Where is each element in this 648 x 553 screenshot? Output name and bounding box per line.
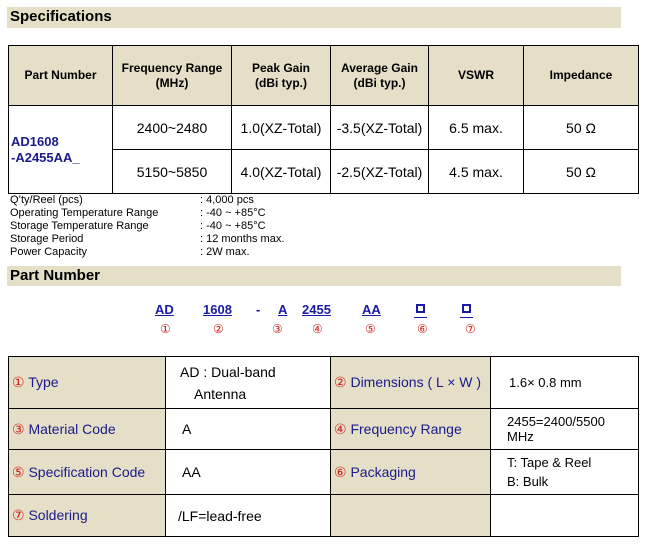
code-spec: AA: [362, 302, 381, 317]
freq-cell: 2400~2480: [112, 105, 232, 150]
detail-label: Q’ty/Reel (pcs): [10, 194, 83, 206]
peak-gain-cell: 1.0(XZ-Total): [231, 105, 331, 150]
vswr-cell: 6.5 max.: [428, 105, 524, 150]
detail-value: : 12 months max.: [200, 233, 285, 245]
code-size: 1608: [203, 302, 232, 317]
table-row: AD1608 -A2455AA_ 2400~2480 1.0(XZ-Total) …: [8, 105, 639, 194]
code-dash: -: [256, 302, 261, 317]
empty-key-cell: [330, 494, 491, 537]
circle-number: ⑥: [417, 322, 428, 336]
detail-storage-temp: Storage Temperature Range : -40 ~ +85°C: [10, 220, 284, 233]
value-frequency-range: 2455=2400/5500 MHz: [490, 408, 639, 450]
header-impedance: Impedance: [523, 45, 639, 106]
detail-qty-reel: Q’ty/Reel (pcs) : 4,000 pcs: [10, 194, 284, 207]
code-ad: AD: [155, 302, 174, 317]
key-specification-code: ⑤ Specification Code: [8, 449, 166, 495]
circle-number: ⑦: [465, 322, 476, 336]
spec-header-row: Part Number Frequency Range (MHz) Peak Ga…: [8, 45, 639, 106]
header-vswr: VSWR: [428, 45, 524, 106]
header-peak-gain: Peak Gain (dBi typ.): [231, 45, 331, 106]
key-soldering: ⑦ Soldering: [8, 494, 166, 537]
key-material-code: ③ Material Code: [8, 408, 166, 450]
detail-power-capacity: Power Capacity : 2W max.: [10, 246, 284, 259]
header-frequency-range: Frequency Range (MHz): [112, 45, 232, 106]
square-icon: [416, 304, 425, 313]
table-row: ⑤ Specification Code AA ⑥ Packaging T: T…: [8, 449, 639, 495]
part-number-table: ① Type AD : Dual-band Antenna ② Dimension…: [8, 356, 639, 537]
detail-value: : 2W max.: [200, 246, 250, 258]
key-packaging: ⑥ Packaging: [330, 449, 491, 495]
detail-label: Storage Period: [10, 233, 84, 245]
detail-operating-temp: Operating Temperature Range : -40 ~ +85°C: [10, 207, 284, 220]
value-soldering: /LF=lead-free: [165, 494, 331, 537]
square-icon: [462, 304, 471, 313]
detail-label: Operating Temperature Range: [10, 207, 159, 219]
detail-value: : -40 ~ +85°C: [200, 207, 266, 219]
part-number-cell: AD1608 -A2455AA_: [8, 105, 113, 194]
code-underline: [414, 317, 427, 318]
code-a: A: [278, 302, 288, 317]
code-underline: [460, 317, 473, 318]
table-row: ⑦ Soldering /LF=lead-free: [8, 494, 639, 537]
value-specification-code: AA: [165, 449, 331, 495]
detail-value: : -40 ~ +85°C: [200, 220, 266, 232]
specifications-table: Part Number Frequency Range (MHz) Peak Ga…: [8, 45, 639, 194]
code-freq: 2455: [302, 302, 331, 317]
header-part-number: Part Number: [8, 45, 113, 106]
value-dimensions: 1.6× 0.8 mm: [490, 356, 639, 409]
table-row: ③ Material Code A ④ Frequency Range 2455…: [8, 408, 639, 450]
value-material-code: A: [165, 408, 331, 450]
circle-number: ③: [272, 322, 283, 336]
details-list: Q’ty/Reel (pcs) : 4,000 pcs Operating Tem…: [10, 194, 284, 259]
empty-value-cell: [490, 494, 639, 537]
circle-number: ④: [312, 322, 323, 336]
table-row: ① Type AD : Dual-band Antenna ② Dimension…: [8, 356, 639, 409]
avg-gain-cell: -3.5(XZ-Total): [330, 105, 429, 150]
circle-number: ②: [213, 322, 224, 336]
peak-gain-cell: 4.0(XZ-Total): [231, 149, 331, 194]
impedance-cell: 50 Ω: [523, 149, 639, 194]
circle-number: ①: [160, 322, 171, 336]
impedance-cell: 50 Ω: [523, 105, 639, 150]
value-type: AD : Dual-band Antenna: [165, 356, 331, 409]
key-type: ① Type: [8, 356, 166, 409]
avg-gain-cell: -2.5(XZ-Total): [330, 149, 429, 194]
table-row: 5150~5850 4.0(XZ-Total) -2.5(XZ-Total) 4…: [9, 149, 639, 194]
detail-value: : 4,000 pcs: [200, 194, 254, 206]
detail-storage-period: Storage Period : 12 months max.: [10, 233, 284, 246]
specifications-heading: Specifications: [7, 7, 621, 28]
part-number-heading: Part Number: [7, 266, 621, 286]
header-average-gain: Average Gain (dBi typ.): [330, 45, 429, 106]
detail-label: Power Capacity: [10, 246, 88, 258]
freq-cell: 5150~5850: [112, 149, 232, 194]
key-dimensions: ② Dimensions ( L × W ): [330, 356, 491, 409]
detail-label: Storage Temperature Range: [10, 220, 149, 232]
circle-number: ⑤: [365, 322, 376, 336]
vswr-cell: 4.5 max.: [428, 149, 524, 194]
key-frequency-range: ④ Frequency Range: [330, 408, 491, 450]
value-packaging: T: Tape & Reel B: Bulk: [490, 449, 639, 495]
